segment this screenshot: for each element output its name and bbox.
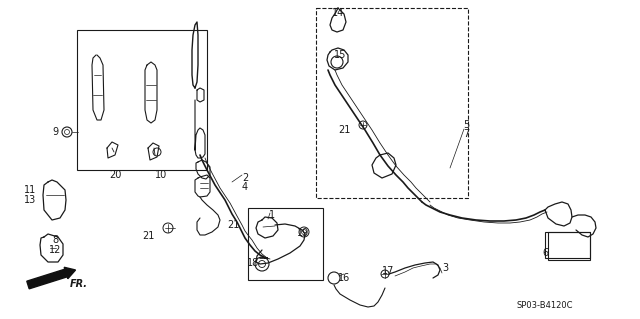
- Text: 21: 21: [142, 231, 154, 241]
- Text: 20: 20: [109, 170, 121, 180]
- Text: 6: 6: [542, 248, 548, 258]
- Text: 16: 16: [338, 273, 350, 283]
- Text: SP03-B4120C: SP03-B4120C: [516, 300, 573, 309]
- Text: 11: 11: [24, 185, 36, 195]
- Text: 4: 4: [242, 182, 248, 192]
- Text: FR.: FR.: [70, 279, 88, 289]
- Text: 10: 10: [155, 170, 167, 180]
- Text: 2: 2: [242, 173, 248, 183]
- Bar: [248, 208, 323, 280]
- Bar: [548, 232, 590, 260]
- Bar: [316, 8, 468, 198]
- Text: 17: 17: [382, 266, 394, 276]
- Text: 7: 7: [463, 129, 469, 139]
- Text: 18: 18: [247, 258, 259, 268]
- Text: 14: 14: [332, 8, 344, 18]
- Text: 5: 5: [463, 120, 469, 130]
- Bar: [545, 232, 590, 258]
- Text: 21: 21: [338, 125, 350, 135]
- Text: 9: 9: [52, 127, 58, 137]
- Text: 13: 13: [24, 195, 36, 205]
- Text: 12: 12: [49, 245, 61, 255]
- FancyArrow shape: [27, 267, 76, 289]
- Text: 3: 3: [442, 263, 448, 273]
- Bar: [77, 30, 207, 170]
- Text: 8: 8: [52, 235, 58, 245]
- Text: 19: 19: [297, 228, 309, 238]
- Text: 1: 1: [269, 210, 275, 220]
- Text: 21: 21: [227, 220, 239, 230]
- Text: 15: 15: [334, 50, 346, 60]
